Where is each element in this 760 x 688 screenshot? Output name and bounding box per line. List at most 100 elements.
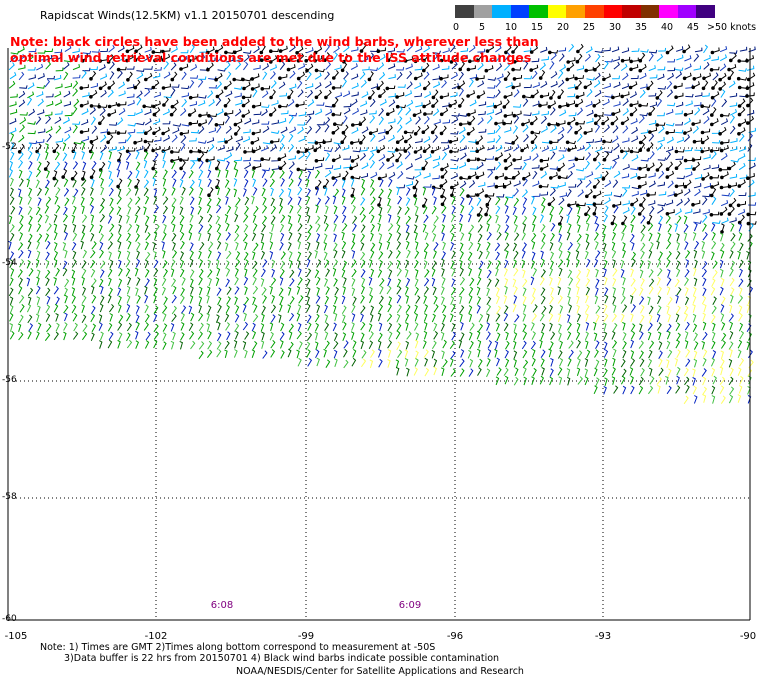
wind-barb (441, 187, 446, 197)
wind-barb (180, 108, 187, 116)
contamination-dot (224, 140, 228, 144)
wind-barb (459, 286, 465, 296)
wind-barb (739, 46, 748, 52)
wind-barb (630, 304, 636, 313)
wind-barb (675, 250, 681, 260)
contamination-dot (638, 148, 643, 152)
map-frame (7, 48, 751, 621)
wind-barb (136, 241, 141, 251)
legend-swatch (677, 5, 697, 18)
wind-barb (540, 269, 546, 278)
wind-barb (487, 44, 495, 52)
wind-barb (667, 129, 675, 134)
wind-barb (189, 331, 195, 340)
wind-barb (494, 242, 501, 252)
wind-barb (387, 277, 392, 287)
wind-barb (640, 242, 646, 251)
wind-barb (260, 232, 265, 242)
wind-barb (522, 287, 527, 296)
contamination-dot (638, 58, 643, 63)
wind-barb (225, 304, 230, 314)
wind-barb (667, 296, 673, 306)
wind-barb (585, 222, 590, 232)
wind-barb (667, 349, 673, 359)
wind-barb (604, 191, 613, 196)
wind-barb (118, 314, 124, 324)
wind-barb (622, 340, 627, 350)
wind-barb (324, 222, 329, 232)
contamination-dot (278, 49, 283, 53)
wind-barb (550, 89, 556, 99)
wind-barb (684, 268, 690, 278)
wind-barb (469, 99, 477, 107)
wind-barb (567, 74, 575, 80)
wind-barb (9, 296, 14, 306)
wind-barb (586, 77, 595, 81)
wind-barb (622, 56, 631, 62)
wind-barb (703, 55, 711, 62)
wind-barb (513, 250, 519, 260)
wind-barb (306, 314, 312, 324)
wind-barb (145, 142, 151, 151)
wind-barb (206, 313, 210, 322)
wind-barb (234, 46, 243, 53)
wind-barb (746, 304, 751, 314)
wind-barb (63, 223, 68, 233)
wind-barb (522, 215, 528, 225)
wind-barb (441, 125, 447, 134)
wind-barb (53, 75, 62, 81)
wind-barb (181, 122, 191, 127)
wind-barb (8, 80, 16, 89)
wind-barb (279, 223, 285, 233)
wind-barb (243, 268, 248, 277)
contamination-dot (278, 104, 282, 109)
contamination-dot (233, 50, 237, 55)
wind-barb (163, 169, 168, 178)
wind-barb (702, 357, 707, 367)
wind-barb (270, 205, 277, 215)
wind-barb (532, 82, 540, 88)
wind-barb (224, 349, 228, 359)
wind-barb (719, 232, 724, 242)
wind-barb (585, 80, 593, 88)
wind-barb (666, 109, 674, 115)
wind-barb (198, 250, 202, 260)
wind-barb (350, 331, 355, 340)
wind-barb (324, 178, 330, 188)
contamination-dot (566, 60, 570, 64)
wind-barb (719, 72, 727, 81)
wind-barb (315, 223, 321, 232)
wind-barb (701, 268, 707, 278)
wind-barb (567, 62, 575, 70)
wind-barb (415, 138, 423, 144)
wind-barb (585, 278, 591, 287)
wind-barb (539, 312, 545, 322)
wind-barb (72, 161, 79, 170)
wind-barb (701, 295, 707, 305)
contamination-dot (592, 212, 597, 216)
wind-barb (333, 97, 339, 106)
wind-barb (468, 196, 473, 206)
wind-barb (171, 205, 176, 214)
wind-barb (135, 108, 143, 115)
wind-barb (163, 61, 169, 70)
wind-barb (198, 100, 206, 107)
wind-barb (189, 250, 194, 260)
wind-barb (676, 54, 684, 61)
wind-barb (107, 89, 114, 98)
wind-barb (225, 278, 230, 288)
wind-barb (207, 116, 213, 125)
wind-barb (126, 187, 132, 197)
wind-barb (180, 312, 185, 322)
wind-barb (243, 50, 252, 54)
contamination-dot (79, 130, 84, 134)
wind-barb (522, 223, 527, 232)
contamination-dot (232, 77, 236, 82)
wind-barb (262, 140, 272, 145)
wind-barb (62, 152, 68, 162)
contamination-dot (98, 121, 102, 126)
wind-barb (189, 55, 197, 62)
contamination-dot (737, 104, 742, 108)
wind-barb (360, 313, 364, 323)
wind-barb (206, 286, 211, 295)
